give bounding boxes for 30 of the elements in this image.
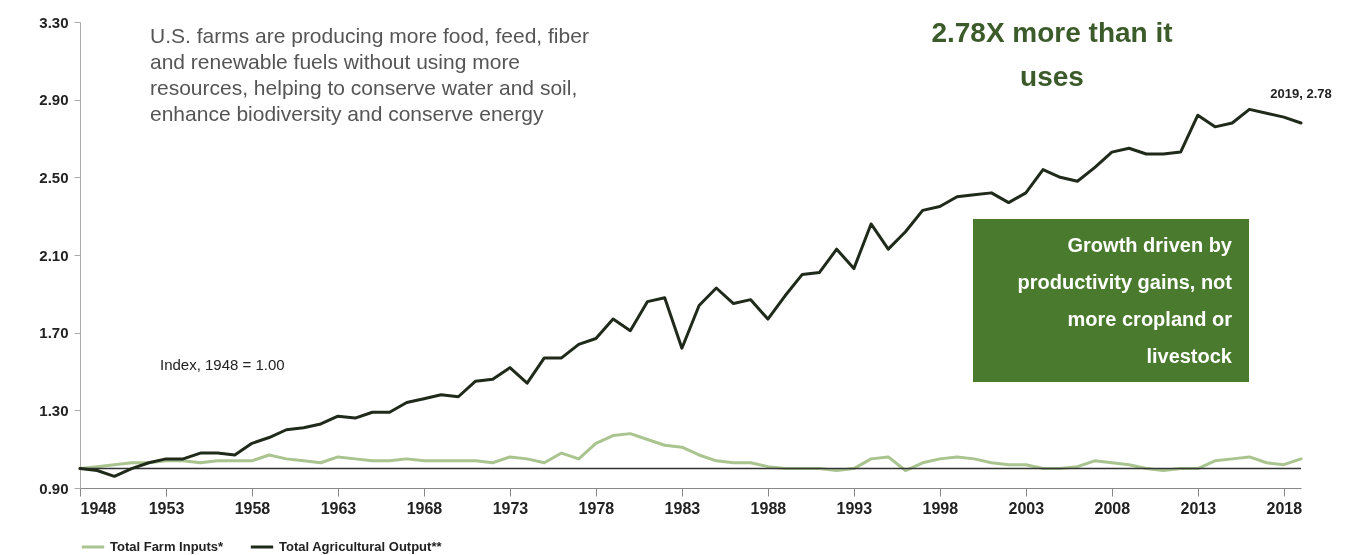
annotation: U.S. farms are producing more food, feed, fiber and renewable fuels without using more resources, helping to conserve water and soil, enhance biodiversity and conserve energy [150, 24, 589, 125]
x-tick-label: 2008 [1094, 499, 1131, 517]
x-tick-label: 1983 [664, 499, 701, 517]
x-tick-label: 2018 [1266, 499, 1303, 517]
x-tick-label: 2013 [1180, 499, 1217, 517]
annotation: Growth driven by productivity gains, not more cropland or livestock [1017, 234, 1233, 367]
annotation: Index, 1948 = 1.00 [160, 356, 285, 373]
x-tick-label: 1968 [406, 499, 443, 517]
x-tick-label: 2003 [1008, 499, 1045, 517]
y-tick-label: 2.90 [39, 91, 69, 109]
y-tick-label: 2.50 [39, 168, 69, 186]
x-tick-label: 1973 [492, 499, 529, 517]
x-tick-label: 1948 [80, 499, 117, 517]
line-series [78, 107, 1303, 478]
legend-label: Total Farm Inputs* [110, 539, 225, 554]
x-tick-label: 1958 [234, 499, 271, 517]
y-tick-label: 2.10 [39, 246, 69, 264]
legend-label: Total Agricultural Output** [279, 539, 443, 554]
y-tick-label: 1.70 [39, 324, 69, 342]
annotation: 2.78X more than it uses [931, 17, 1173, 92]
annotation: 2019, 2.78 [1270, 85, 1332, 101]
x-tick-label: 1953 [148, 499, 185, 517]
y-tick-label: 3.30 [39, 13, 69, 31]
x-tick-label: 1978 [578, 499, 615, 517]
x-tick-label: 1998 [922, 499, 959, 517]
x-tick-label: 1963 [320, 499, 357, 517]
x-tick-label: 1988 [750, 499, 787, 517]
y-tick-label: 1.30 [39, 401, 69, 419]
y-tick-label: 0.90 [39, 479, 69, 497]
x-tick-label: 1993 [836, 499, 873, 517]
